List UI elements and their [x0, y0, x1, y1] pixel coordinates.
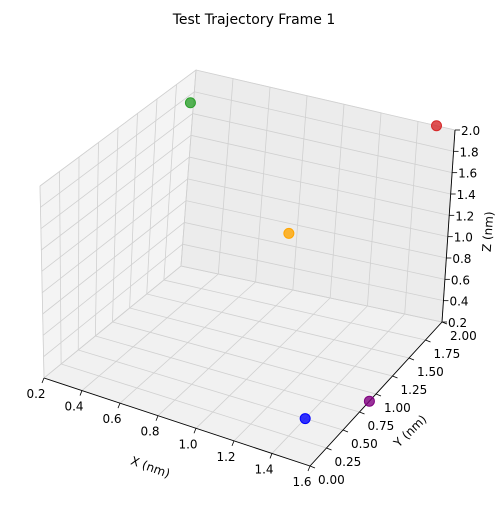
z-gridline	[39, 69, 456, 187]
y-tick-mark	[359, 411, 365, 415]
z-gridline	[40, 91, 454, 208]
x-tick-mark	[155, 415, 159, 421]
z-gridline	[43, 243, 444, 357]
y-axis-label: Y (nm)	[390, 412, 429, 450]
x-tick-mark	[193, 428, 197, 434]
y-tick-label: 0.25	[335, 455, 362, 469]
data-points	[184, 97, 442, 425]
z-tick-label: 0.8	[452, 252, 471, 266]
z-gridline	[42, 222, 445, 336]
grid-lines	[39, 69, 456, 467]
x-tick-mark	[231, 440, 235, 447]
z-tick-label: 1.2	[455, 209, 474, 223]
z-axis-line	[441, 129, 456, 323]
x-tick-mark	[79, 390, 83, 396]
x-tick-label: 1.4	[254, 462, 273, 476]
z-tick-label: 1.6	[458, 167, 477, 181]
y-tick-label: 1.25	[401, 383, 428, 397]
y-tick-label: 0.50	[351, 437, 378, 451]
x-axis-label: X (nm)	[129, 454, 172, 481]
y-tick-mark	[309, 465, 316, 469]
x-tick-label: 1.6	[292, 475, 311, 489]
data-point	[283, 227, 295, 239]
z-gridline	[42, 200, 447, 315]
z-tick-label: 0.4	[449, 295, 468, 309]
y-tick-mark	[326, 447, 332, 451]
z-gridline	[41, 134, 451, 251]
y-tick-mark	[425, 339, 431, 343]
y-tick-label: 1.75	[434, 347, 461, 361]
z-gridline	[41, 178, 448, 293]
x-tick-label: 0.4	[64, 400, 83, 414]
z-gridline	[43, 265, 443, 379]
y-tick-mark	[408, 357, 415, 361]
y-tick-mark	[375, 393, 382, 397]
data-point	[431, 120, 442, 132]
x-axis-line	[43, 377, 311, 467]
data-point	[299, 413, 311, 425]
x-tick-label: 1.2	[216, 450, 235, 464]
y-tick-label: 1.50	[417, 365, 444, 379]
x-tick-label: 0.2	[26, 387, 45, 401]
z-tick-label: 1.4	[457, 188, 476, 202]
data-point	[184, 97, 196, 109]
y-tick-label: 0.00	[318, 473, 345, 487]
x-tick-label: 1.0	[178, 437, 197, 451]
y-axis-line	[309, 321, 443, 467]
z-tick-label: 1.0	[454, 231, 473, 245]
y-tick-label: 1.00	[384, 401, 411, 415]
z-tick-label: 2.0	[461, 124, 480, 138]
x-tick-label: 0.8	[140, 425, 159, 439]
x-tick-mark	[269, 453, 273, 459]
z-tick-label: 0.2	[448, 316, 467, 330]
axes	[41, 129, 460, 472]
tick-labels: 0.2 0.4 0.6 0.8 1.0 1.2 1.4 1.6 0.00 0.25 0.50 0.75…	[26, 124, 480, 489]
z-tick-label: 0.6	[451, 273, 470, 287]
z-axis-label: Z (nm)	[480, 211, 497, 253]
z-gridline	[40, 113, 453, 229]
y-tick-label: 2.00	[450, 329, 477, 343]
x-tick-mark	[307, 465, 311, 472]
y-tick-label: 0.75	[368, 419, 395, 433]
y-tick-mark	[342, 429, 349, 433]
x-tick-label: 0.6	[102, 412, 121, 426]
data-point	[363, 395, 375, 407]
chart-title: Test Trajectory Frame 1	[172, 12, 336, 28]
y-tick-mark	[392, 375, 398, 379]
z-gridline	[41, 156, 450, 272]
z-tick-label: 1.8	[460, 145, 479, 159]
x-tick-mark	[117, 402, 121, 409]
x-tick-mark	[41, 377, 45, 384]
